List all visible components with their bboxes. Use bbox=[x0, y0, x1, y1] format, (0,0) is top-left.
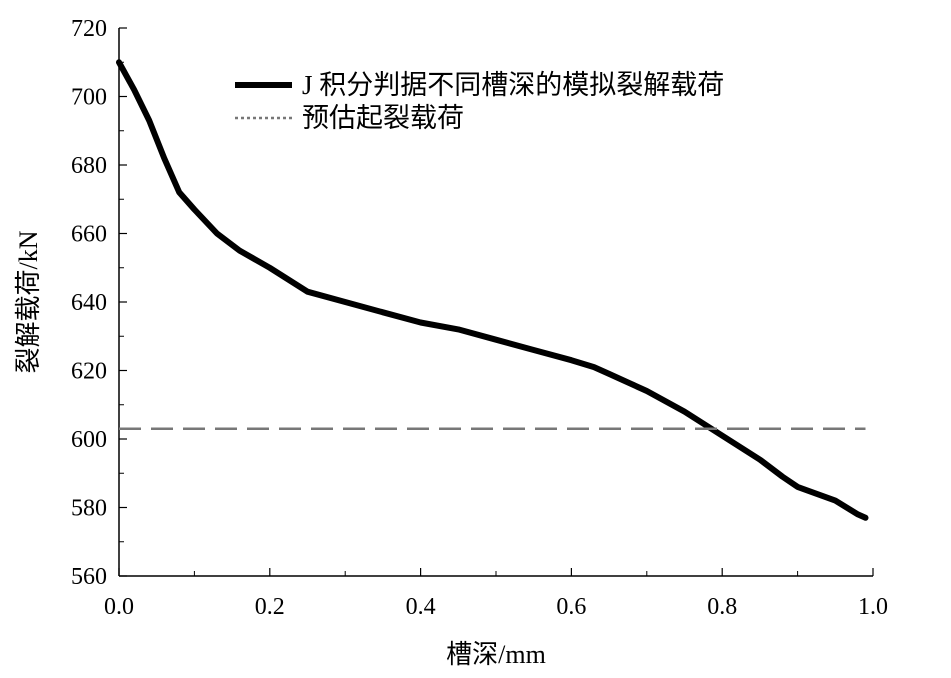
y-tick-label: 620 bbox=[71, 359, 107, 385]
y-tick-label: 700 bbox=[71, 85, 107, 111]
y-tick-label: 640 bbox=[71, 290, 107, 316]
series-layer bbox=[116, 59, 869, 521]
legend: J 积分判据不同槽深的模拟裂解载荷 预估起裂载荷 bbox=[235, 70, 724, 133]
y-tick-label: 580 bbox=[71, 496, 107, 522]
x-tick-label: 0.4 bbox=[406, 594, 436, 620]
y-tick-label: 600 bbox=[71, 427, 107, 453]
x-tick-label: 0.2 bbox=[255, 594, 285, 620]
x-tick-label: 0.8 bbox=[707, 594, 737, 620]
y-tick-label: 720 bbox=[71, 16, 107, 42]
y-tick-label: 660 bbox=[71, 222, 107, 248]
x-tick-label: 0.0 bbox=[104, 594, 134, 620]
x-tick-label: 1.0 bbox=[858, 594, 888, 620]
legend-label-simulated-load: J 积分判据不同槽深的模拟裂解载荷 bbox=[302, 70, 724, 100]
series-line-simulated-load bbox=[116, 59, 869, 521]
x-tick-label: 0.6 bbox=[556, 594, 586, 620]
y-tick-label: 560 bbox=[71, 564, 107, 590]
legend-label-estimated-load: 预估起裂载荷 bbox=[302, 103, 464, 133]
x-axis-title: 槽深/mm bbox=[446, 640, 546, 669]
y-axis-title: 裂解载荷/kN bbox=[14, 230, 43, 373]
axes: 560 580 600 620 640 660 680 700 720 0.0 0.2 0.4 0.6 0… bbox=[71, 16, 888, 620]
y-tick-label: 680 bbox=[71, 153, 107, 179]
